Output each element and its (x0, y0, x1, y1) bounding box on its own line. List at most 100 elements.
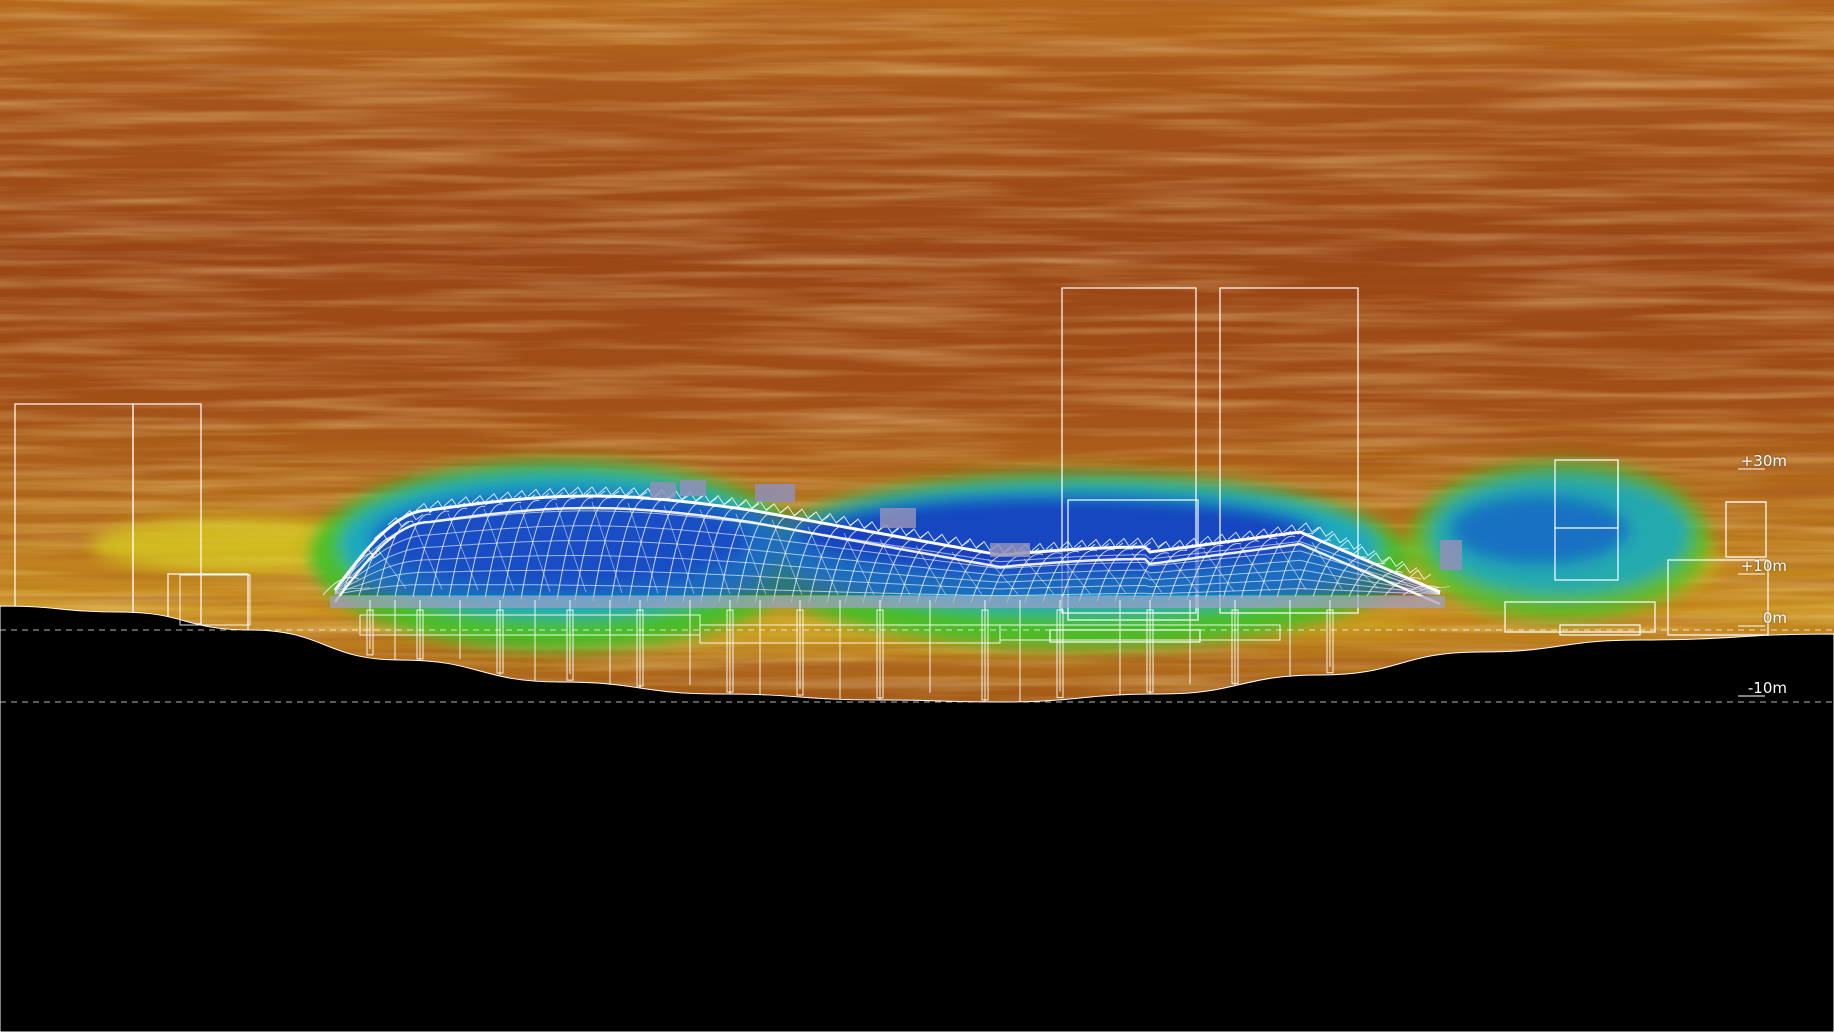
canopy-truss-detail (1171, 539, 1194, 551)
building-outline (1061, 287, 1197, 614)
canopy-truss-detail (485, 493, 508, 504)
canopy-truss-detail (541, 487, 564, 499)
foundation-pile (876, 609, 884, 699)
canopy-lattice (483, 508, 515, 592)
canopy-lattice (735, 513, 767, 595)
canopy-lattice (699, 509, 731, 595)
canopy-rib (466, 503, 504, 599)
canopy-lattice (1383, 574, 1415, 588)
canopy-rib (502, 500, 540, 600)
elevation-datum-lines (0, 629, 1834, 703)
canopy-truss-detail (1283, 524, 1306, 535)
roof-vent (755, 484, 795, 502)
canopy-truss-detail (611, 486, 634, 497)
canopy-truss-detail (471, 494, 494, 506)
canopy-grid-line (334, 525, 1441, 594)
canopy-truss-detail (527, 488, 550, 500)
canopy-rib (556, 497, 594, 601)
canopy-truss-detail (1227, 531, 1250, 543)
canopy-lattice (591, 501, 623, 593)
canopy-grid-line (334, 540, 1441, 594)
canopy-truss-detail (1185, 537, 1208, 549)
canopy-lattice (807, 526, 839, 596)
roof-vent (650, 482, 676, 498)
elevation-ticks (1738, 468, 1765, 697)
canopy-rib (538, 497, 576, 600)
canopy-rib (520, 498, 558, 600)
canopy-truss-detail (401, 509, 424, 521)
foundation-piles (179, 574, 1334, 702)
canopy-truss-detail (1367, 552, 1390, 563)
foundation-pile (981, 609, 989, 701)
canopy-rib (412, 510, 450, 598)
building-outline (1504, 601, 1656, 633)
canopy-truss-detail (443, 498, 466, 509)
roof-vent (1440, 540, 1462, 570)
elevation-label: +10m (1740, 557, 1787, 575)
elevation-label: -10m (1747, 679, 1787, 697)
canopy-truss-detail (1059, 540, 1082, 552)
canopy-truss-detail (737, 498, 760, 510)
elevation-label: 0m (1762, 609, 1787, 627)
canopy-truss-detail (569, 486, 592, 497)
canopy-truss-detail (1073, 539, 1096, 551)
canopy-truss-detail (1395, 562, 1418, 574)
canopy-lattice (1239, 545, 1271, 591)
canopy-truss-detail (1269, 526, 1292, 537)
canopy-ridge (333, 494, 1441, 594)
foundation-pile (496, 609, 504, 674)
canopy-truss-detail (387, 517, 410, 528)
canopy-lattice (663, 505, 695, 594)
ground-terrain (0, 605, 1834, 1032)
canopy-truss-detail (597, 486, 620, 497)
canopy-truss-detail (1045, 541, 1068, 553)
canopy-truss-detail (1409, 569, 1432, 580)
canopy-truss-detail (555, 487, 578, 498)
canopy-rib (574, 497, 612, 601)
foundation-pile (796, 609, 804, 696)
canopy-lattice (519, 505, 551, 592)
canopy-rib (430, 507, 468, 598)
canopy-truss-detail (1353, 545, 1376, 557)
canopy-lattice (879, 539, 911, 596)
building-outline (1555, 460, 1619, 529)
foundation-pile (1056, 609, 1064, 698)
canopy-lattice (1203, 550, 1235, 592)
roof-canopy (322, 480, 1462, 608)
canopy-rib (1276, 533, 1314, 599)
canopy-rib (484, 501, 522, 599)
wind-field (0, 0, 1834, 720)
canopy-truss-detail (583, 486, 606, 497)
canopy-rib (1258, 535, 1296, 599)
canopy-truss-detail (625, 487, 648, 498)
canopy-truss-detail (359, 548, 382, 559)
foundation-pile (726, 609, 734, 693)
canopy-rib (1294, 539, 1332, 598)
canopy-lattice (555, 502, 587, 593)
canopy-grid-line (334, 584, 1441, 597)
canopy-lattice (771, 519, 803, 595)
canopy-grid-line (334, 569, 1441, 595)
canopy-grid-line (334, 555, 1441, 595)
canopy-truss-detail (1101, 538, 1124, 549)
canopy-lattice (375, 546, 407, 589)
canopy-truss-detail (513, 489, 536, 501)
canopy-lattice (1275, 541, 1307, 591)
canopy-truss-detail (499, 491, 522, 502)
canopy-truss-detail (807, 511, 830, 522)
canopy-lattice (411, 520, 443, 590)
canopy-truss-detail (1031, 542, 1054, 554)
foundation-pile (1146, 609, 1154, 693)
canopy-truss-detail (1255, 528, 1278, 539)
canopy-lattice (843, 532, 875, 596)
canopy-ridge-secondary (334, 506, 1441, 606)
canopy-truss-detail (695, 493, 718, 504)
canopy-rib (592, 497, 630, 601)
foundation-pile (416, 609, 424, 660)
foundation-pile (1326, 609, 1334, 674)
canopy-truss-detail (1311, 526, 1334, 537)
canopy-truss-detail (947, 536, 970, 547)
canopy-truss-detail (1087, 538, 1110, 550)
